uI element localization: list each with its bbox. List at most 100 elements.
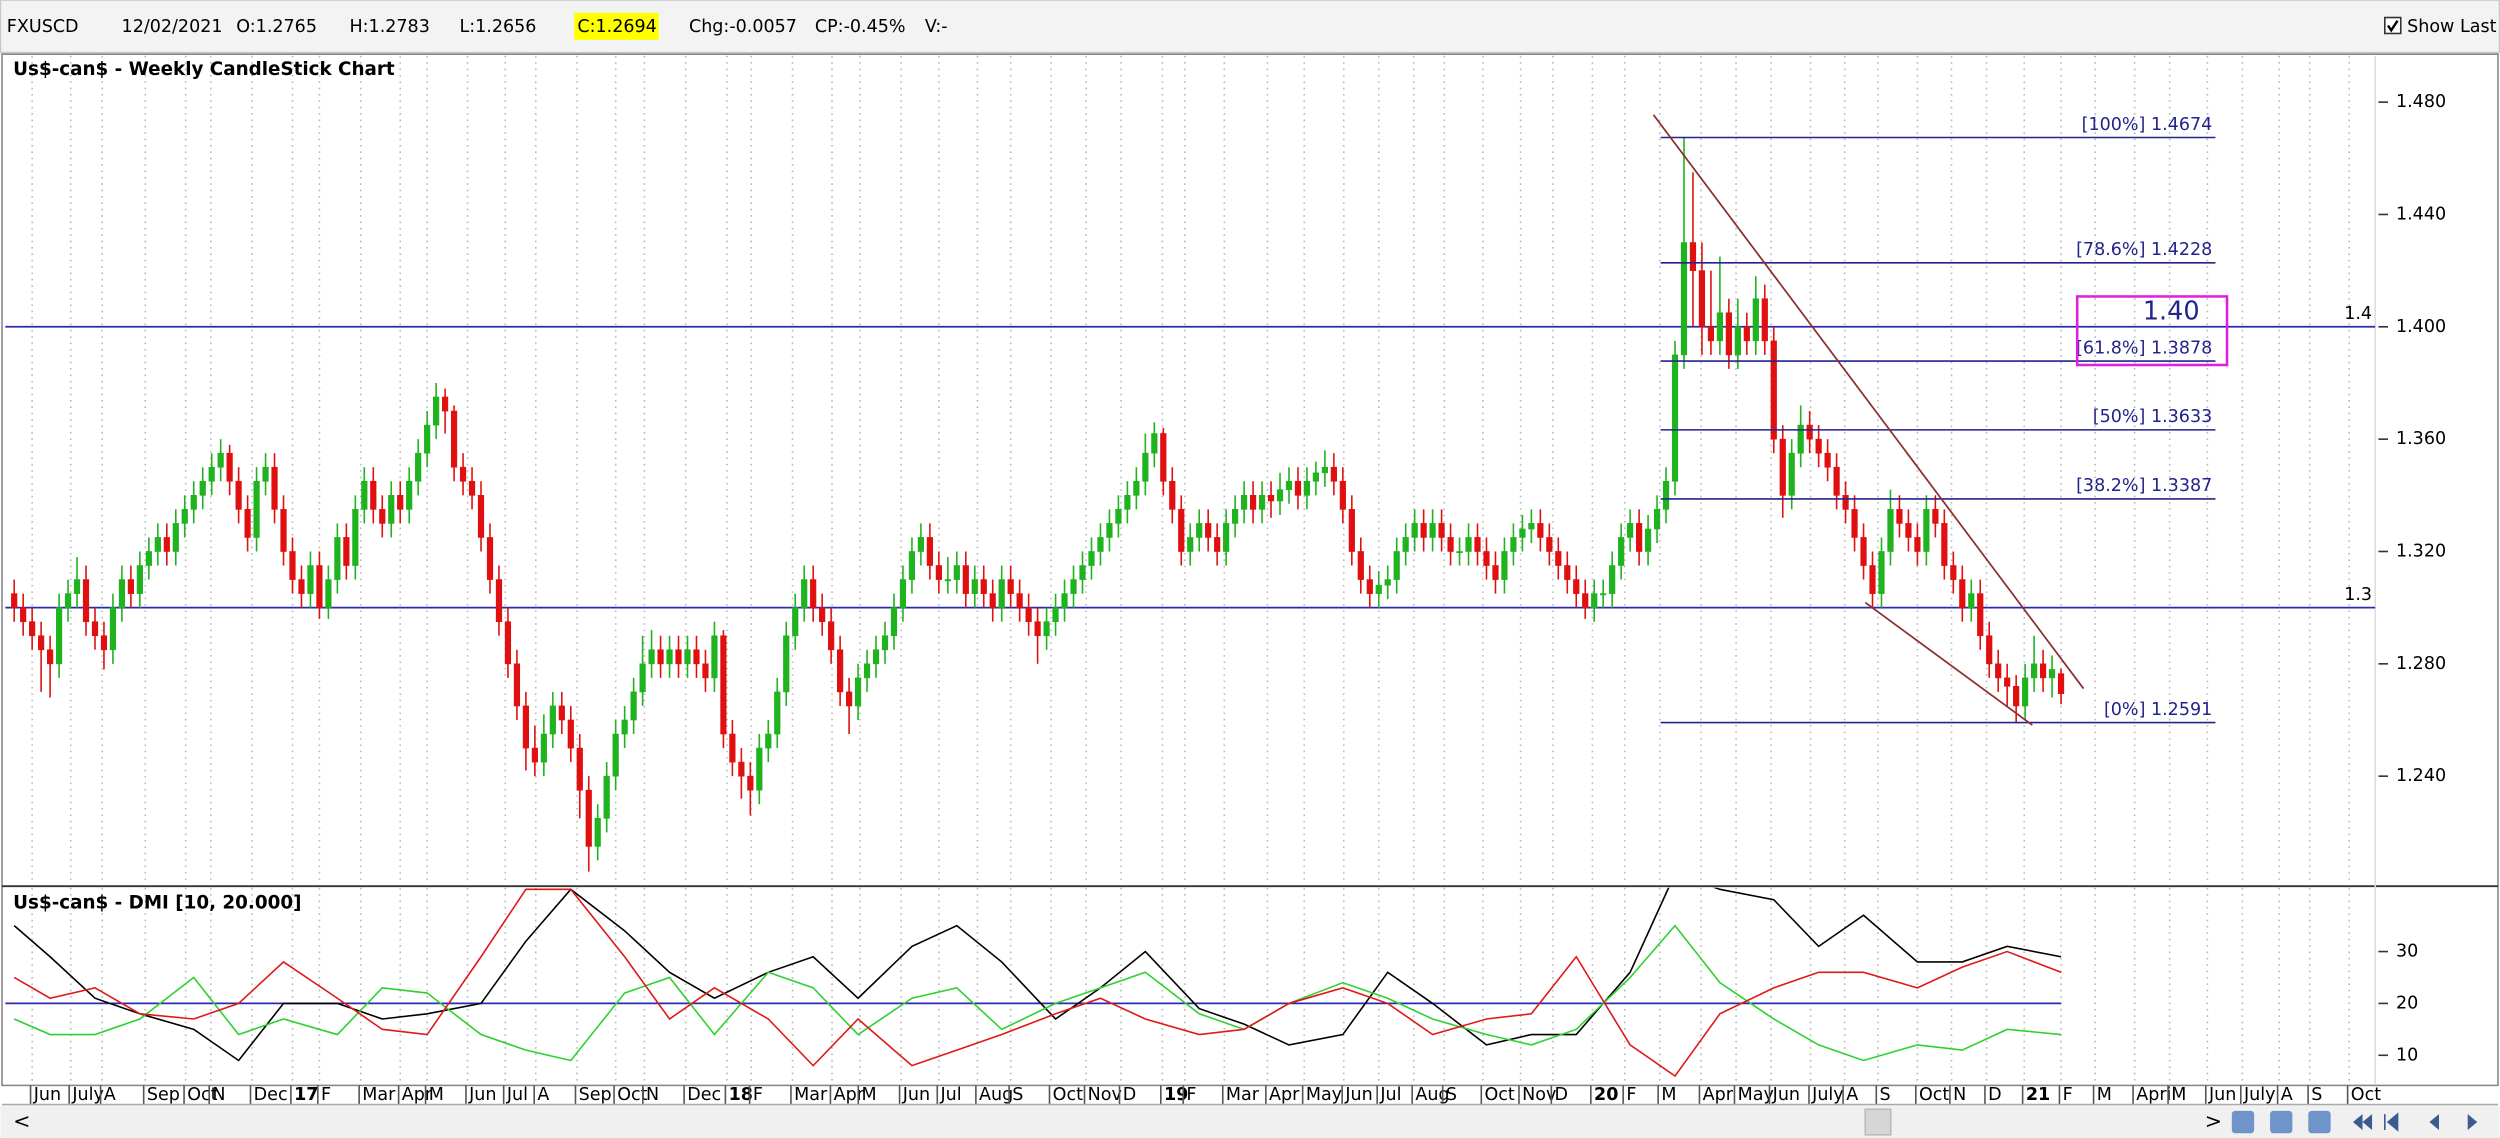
candle-body: [1680, 242, 1688, 356]
fib-label: [78.6%] 1.4228: [2076, 240, 2212, 260]
scrollbar[interactable]: [0, 1106, 2500, 1138]
candle-body: [1097, 537, 1104, 552]
candle-body: [1214, 537, 1221, 552]
scroll-left[interactable]: <: [13, 1109, 30, 1133]
candle-body: [163, 537, 170, 552]
high: H:1.2783: [349, 17, 429, 37]
candle-body: [828, 621, 835, 651]
zoom-button[interactable]: [2270, 1110, 2293, 1134]
scroll-thumb[interactable]: [1864, 1108, 1892, 1136]
candle-body: [1411, 523, 1418, 538]
candle-body: [603, 775, 610, 819]
close: C:1.2694: [577, 17, 656, 37]
candle-body: [1438, 523, 1445, 538]
next-button[interactable]: [2467, 1114, 2478, 1131]
candle-body: [989, 593, 996, 608]
scroll-right[interactable]: >: [2205, 1109, 2222, 1133]
rewind-button[interactable]: [2352, 1114, 2373, 1131]
candle-body: [20, 607, 27, 623]
candle-body: [1474, 537, 1481, 552]
candle-body: [459, 466, 467, 482]
candle-body: [325, 579, 332, 608]
zoom-buttons[interactable]: [2231, 1110, 2478, 1134]
candle-body: [109, 607, 117, 651]
x-tick-label: S: [1012, 1085, 1023, 1105]
candle-body: [854, 677, 862, 707]
candle-body: [1357, 551, 1364, 580]
y-tick-label: 1.320: [2396, 541, 2446, 561]
candle-body: [73, 579, 81, 594]
x-tick-label: M: [861, 1085, 876, 1105]
candle-body: [935, 565, 942, 580]
candle-body: [1106, 523, 1113, 538]
candle-body: [756, 747, 763, 791]
candle-body: [1716, 312, 1724, 342]
candle-body: [962, 565, 969, 594]
candle-body: [729, 733, 736, 763]
candle-body: [1205, 523, 1212, 538]
candle-body: [11, 593, 18, 608]
zoom-button[interactable]: [2231, 1110, 2255, 1134]
candle-body: [1285, 480, 1293, 491]
show-last-label[interactable]: Show Last: [2407, 17, 2496, 37]
zoom-button[interactable]: [2308, 1110, 2331, 1134]
x-tick-label: Jun: [33, 1085, 61, 1105]
candle-body: [738, 761, 745, 777]
candle-body: [1743, 326, 1750, 342]
x-tick-label: Mar: [362, 1085, 396, 1105]
candle-body: [1339, 480, 1346, 510]
show-last-checkbox[interactable]: Show Last: [2384, 16, 2497, 37]
candle-body: [639, 663, 646, 693]
candle-body: [890, 607, 898, 637]
candle-body: [226, 452, 233, 482]
x-tick-label: July: [1811, 1085, 1844, 1105]
checkmark: [2387, 20, 2399, 33]
candle-body: [127, 579, 134, 594]
candle-body: [1555, 551, 1562, 566]
x-tick-label: Aug: [1415, 1085, 1449, 1105]
candle-body: [1573, 579, 1580, 594]
x-tick-label: 20: [1594, 1085, 1618, 1105]
change: Chg:-0.0057: [689, 17, 797, 37]
candle-body: [55, 607, 63, 665]
x-tick-label: Dec: [687, 1085, 721, 1105]
candle-body: [1312, 472, 1320, 482]
trend-line: [1652, 114, 2085, 690]
candle-body: [1564, 565, 1571, 580]
candle-body: [1196, 523, 1203, 538]
candle-body: [486, 537, 494, 580]
candle-body: [1959, 579, 1966, 608]
candle-body: [1124, 494, 1131, 510]
candle-body: [406, 480, 413, 510]
candle-body: [1492, 565, 1499, 580]
checkbox[interactable]: [2384, 16, 2402, 35]
candle-body: [307, 565, 314, 594]
y-tick-label: 10: [2396, 1045, 2418, 1065]
prev-button[interactable]: [2429, 1114, 2440, 1131]
x-tick-label: Apr: [1703, 1085, 1734, 1105]
x-tick-label: 19: [1164, 1085, 1188, 1105]
x-tick-label: 17: [294, 1085, 318, 1105]
candle-body: [1600, 593, 1607, 596]
candle-body: [1142, 452, 1149, 482]
candle-body: [693, 649, 700, 665]
candle-body: [1905, 523, 1912, 538]
x-tick-label: July: [2243, 1085, 2275, 1105]
candle-body: [29, 621, 36, 637]
candle-body: [684, 649, 691, 665]
candle-body: [531, 747, 538, 763]
dmi-panel-title: Us$-can$ - DMI [10, 20.000]: [13, 893, 301, 914]
candle-body: [1303, 480, 1311, 496]
candle-body: [630, 691, 637, 721]
candle-body: [1644, 528, 1652, 552]
candle-body: [1671, 354, 1679, 482]
candle-body: [1968, 593, 1975, 608]
candle-body: [1923, 509, 1930, 552]
x-tick-label: N: [212, 1085, 225, 1105]
first-button[interactable]: [2384, 1112, 2399, 1132]
candle-body: [1267, 494, 1275, 502]
candle-body: [980, 579, 987, 594]
candle-body: [648, 649, 655, 665]
